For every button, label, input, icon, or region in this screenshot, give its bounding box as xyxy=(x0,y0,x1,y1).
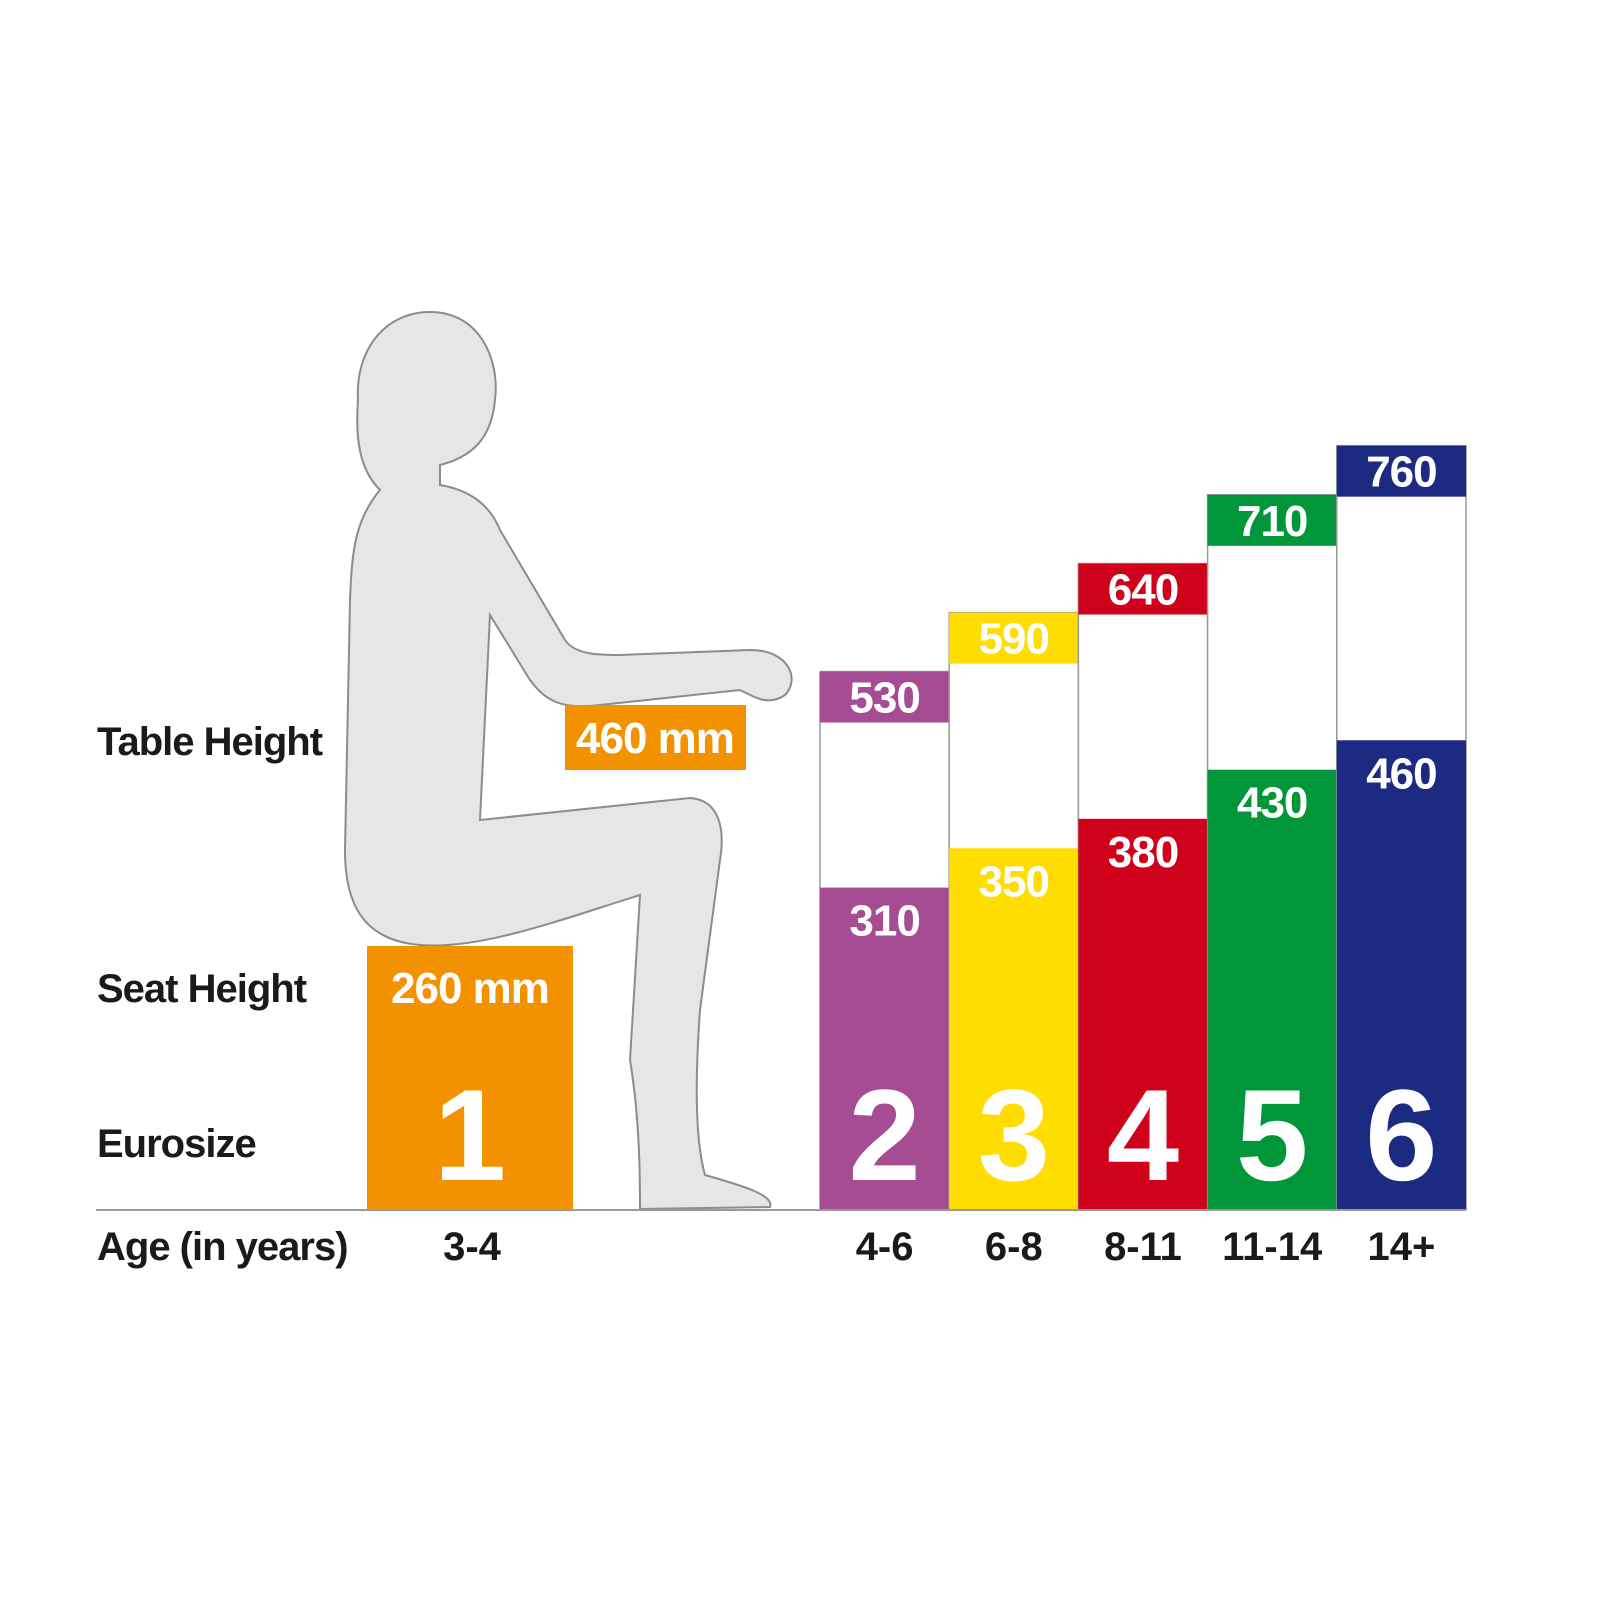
seat-height-bar-size-3 xyxy=(949,848,1079,1210)
seat-height-label-size-1: 260 mm xyxy=(391,964,549,1013)
age-label-14+: 14+ xyxy=(1367,1225,1435,1269)
age-label-3-4: 3-4 xyxy=(443,1225,502,1269)
seat-height-bar-size-2 xyxy=(820,887,950,1210)
table-height-label-size-2: 530 xyxy=(849,674,919,723)
seat-height-bar-size-5 xyxy=(1207,769,1337,1210)
age-label-4-6: 4-6 xyxy=(856,1225,914,1269)
eurosize-label-6: 6 xyxy=(1365,1062,1437,1208)
eurosize-label-5: 5 xyxy=(1236,1062,1308,1208)
table-height-box-size-2 xyxy=(820,671,950,723)
seat-height-label-size-3: 350 xyxy=(979,857,1049,906)
age-label-11-14: 11-14 xyxy=(1222,1225,1323,1269)
table-height-label-size-3: 590 xyxy=(979,615,1049,664)
eurosize-label-2: 2 xyxy=(848,1062,920,1208)
row-label-seat-height: Seat Height xyxy=(97,967,307,1011)
table-height-box-size-3 xyxy=(949,612,1079,664)
table-height-label-size-1: 460 mm xyxy=(576,714,734,763)
seat-height-bar-size-4 xyxy=(1078,818,1208,1210)
reference-size-1: 260 mm 1 460 mm 3-4 xyxy=(367,705,746,1269)
seat-height-label-size-2: 310 xyxy=(849,897,919,946)
eurosize-label-4: 4 xyxy=(1107,1062,1179,1208)
seat-box-size-1 xyxy=(367,946,573,1210)
eurosize-label-1: 1 xyxy=(434,1062,506,1208)
seat-height-label-size-5: 430 xyxy=(1237,779,1307,828)
seat-height-label-size-4: 380 xyxy=(1108,828,1178,877)
table-height-box-size-4 xyxy=(1078,563,1208,615)
table-height-box-size-5 xyxy=(1207,494,1337,546)
table-height-box-size-6 xyxy=(1336,445,1466,497)
seated-child-silhouette xyxy=(343,310,793,1211)
age-label-6-8: 6-8 xyxy=(985,1225,1043,1269)
size-bars: 530 310 2 4-6 590 350 3 6-8 640 380 4 8-11 710 430 5 11… xyxy=(819,444,1467,1269)
table-height-label-size-5: 710 xyxy=(1237,497,1307,546)
table-height-label-size-4: 640 xyxy=(1108,566,1178,615)
eurosize-label-3: 3 xyxy=(978,1062,1050,1208)
row-label-table-height: Table Height xyxy=(97,720,323,764)
age-label-8-11: 8-11 xyxy=(1104,1225,1182,1269)
table-height-label-size-6: 760 xyxy=(1366,448,1436,497)
row-label-eurosize: Eurosize xyxy=(97,1122,256,1166)
seat-height-label-size-6: 460 xyxy=(1366,749,1436,798)
row-label-age: Age (in years) xyxy=(97,1225,348,1269)
seat-height-bar-size-6 xyxy=(1336,740,1466,1210)
table-height-box-size-1 xyxy=(565,705,746,770)
